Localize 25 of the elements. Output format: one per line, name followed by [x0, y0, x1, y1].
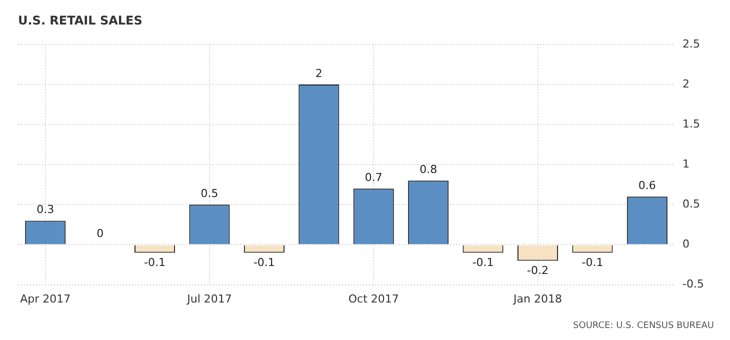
data-label: 0.5: [200, 187, 218, 200]
x-tick-label: Jan 2018: [512, 292, 562, 306]
data-label: 2: [315, 66, 322, 80]
y-tick-label: 1: [682, 157, 690, 170]
x-tick-label: Apr 2017: [20, 292, 71, 306]
data-label: -0.1: [472, 256, 494, 270]
data-label: -0.2: [527, 264, 548, 278]
data-label: -0.1: [582, 256, 604, 270]
data-label: 0.3: [36, 203, 54, 216]
y-tick-label: 0.5: [682, 198, 700, 211]
x-tick-label: Jul 2017: [186, 292, 232, 306]
data-label: -0.1: [144, 256, 166, 270]
x-tick-label: Oct 2017: [348, 292, 399, 306]
chart-title: U.S. RETAIL SALES: [18, 13, 142, 28]
data-label: 0: [96, 227, 104, 240]
data-label: 0.6: [638, 179, 656, 192]
y-tick-label: 2: [682, 77, 690, 90]
data-label: 0.8: [420, 162, 438, 176]
y-tick-label: 1.5: [682, 117, 700, 130]
data-label: -0.1: [253, 256, 275, 270]
y-tick-label: 0: [682, 238, 690, 251]
y-tick-label: 2.5: [682, 37, 700, 50]
data-label: 0.7: [364, 171, 382, 184]
y-tick-label: -0.5: [682, 278, 704, 291]
source-note: SOURCE: U.S. CENSUS BUREAU: [573, 320, 714, 331]
